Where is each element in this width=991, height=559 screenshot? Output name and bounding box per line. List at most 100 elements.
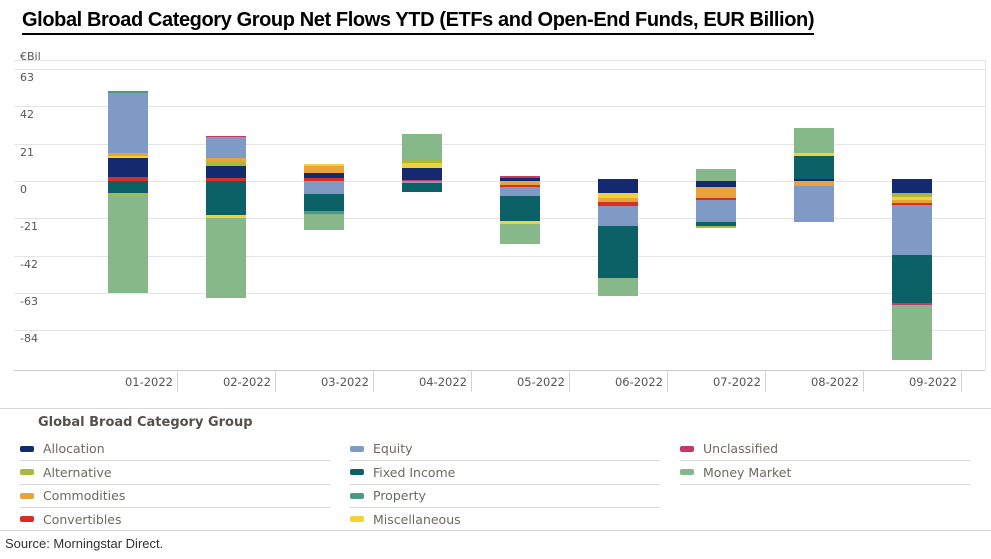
bar-segment-06-2022-miscellaneous[interactable] (598, 193, 638, 198)
bar-segment-01-2022-equity[interactable] (108, 92, 148, 154)
bar-segment-01-2022-miscellaneous[interactable] (108, 155, 148, 159)
bar-segment-09-2022-fixed-income[interactable] (892, 255, 932, 304)
bar-segment-04-2022-equity[interactable] (402, 181, 442, 183)
y-axis-tick-label: -63 (20, 294, 38, 308)
bar-segment-02-2022-convertibles[interactable] (206, 177, 246, 181)
bar-segment-07-2022-allocation[interactable] (696, 181, 736, 188)
legend-label: Convertibles (43, 511, 122, 527)
bar-segment-09-2022-money-market[interactable] (892, 304, 932, 361)
bar-segment-01-2022-property[interactable] (108, 91, 148, 93)
y-axis-tick-label: 21 (20, 145, 34, 159)
bar-segment-03-2022-fixed-income[interactable] (304, 193, 344, 212)
bar-segment-03-2022-property[interactable] (304, 211, 344, 215)
bar-segment-08-2022-miscellaneous[interactable] (794, 153, 834, 157)
legend-item-commodities: Commodities (20, 484, 330, 508)
bar-segment-07-2022-fixed-income[interactable] (696, 222, 736, 227)
x-axis-line (14, 370, 985, 371)
x-axis-tick (667, 370, 668, 392)
bar-segment-07-2022-alternative[interactable] (696, 226, 736, 229)
bar-segment-04-2022-alternative[interactable] (402, 159, 442, 163)
legend-label: Money Market (703, 464, 792, 480)
bar-segment-02-2022-fixed-income[interactable] (206, 181, 246, 215)
bar-segment-03-2022-miscellaneous[interactable] (304, 163, 344, 166)
bar-segment-06-2022-money-market[interactable] (598, 277, 638, 296)
y-axis-tick-label: -21 (20, 220, 38, 234)
bar-segment-01-2022-fixed-income[interactable] (108, 181, 148, 194)
bar-segment-09-2022-unclassified[interactable] (892, 303, 932, 305)
bar-segment-05-2022-equity[interactable] (500, 187, 540, 197)
bar-segment-06-2022-commodities[interactable] (598, 197, 638, 202)
bar-segment-05-2022-commodities[interactable] (500, 181, 540, 186)
bar-segment-09-2022-allocation[interactable] (892, 181, 932, 194)
bar-segment-08-2022-allocation[interactable] (794, 179, 834, 181)
bar-segment-02-2022-miscellaneous[interactable] (206, 214, 246, 218)
gridline--21 (14, 218, 985, 220)
bar-segment-03-2022-commodities[interactable] (304, 165, 344, 173)
x-axis-label-08-2022: 08-2022 (810, 375, 859, 389)
bar-segment-09-2022-miscellaneous[interactable] (892, 196, 932, 200)
x-axis-tick (373, 370, 374, 392)
bar-segment-08-2022-money-market[interactable] (794, 128, 834, 154)
bar-segment-03-2022-allocation[interactable] (304, 173, 344, 178)
bar-segment-04-2022-miscellaneous[interactable] (402, 162, 442, 168)
bar-segment-05-2022-miscellaneous[interactable] (500, 221, 540, 225)
x-axis-label-05-2022: 05-2022 (516, 375, 565, 389)
legend-label: Miscellaneous (373, 511, 461, 527)
equity-swatch-icon (350, 445, 364, 452)
bar-segment-02-2022-unclassified[interactable] (206, 135, 246, 138)
money-market-swatch-icon (680, 469, 694, 475)
source-top-rule (0, 530, 991, 531)
bar-segment-07-2022-convertibles[interactable] (696, 198, 736, 200)
bar-segment-04-2022-money-market[interactable] (402, 133, 442, 160)
y-axis-tick-label: 63 (20, 71, 34, 85)
property-swatch-icon (350, 492, 364, 499)
legend-label: Fixed Income (373, 464, 456, 480)
bar-segment-02-2022-alternative[interactable] (206, 162, 246, 167)
bar-segment-08-2022-fixed-income[interactable] (794, 156, 834, 180)
gridline-63 (14, 69, 985, 71)
bar-segment-08-2022-equity[interactable] (794, 185, 834, 223)
legend-label: Unclassified (703, 441, 779, 456)
bar-segment-06-2022-allocation[interactable] (598, 181, 638, 194)
bar-segment-09-2022-allocation[interactable] (892, 179, 932, 181)
bar-segment-05-2022-unclassified[interactable] (500, 176, 540, 178)
bar-segment-03-2022-convertibles[interactable] (304, 177, 344, 181)
bar-segment-09-2022-equity[interactable] (892, 204, 932, 256)
bar-segment-04-2022-unclassified[interactable] (402, 179, 442, 181)
bar-segment-09-2022-convertibles[interactable] (892, 203, 932, 205)
bar-segment-09-2022-alternative[interactable] (892, 193, 932, 197)
bar-segment-05-2022-fixed-income[interactable] (500, 196, 540, 222)
legend-label: Equity (373, 441, 413, 456)
bar-segment-09-2022-commodities[interactable] (892, 200, 932, 204)
bar-segment-02-2022-equity[interactable] (206, 137, 246, 159)
x-axis-label-06-2022: 06-2022 (614, 375, 663, 389)
bar-segment-01-2022-convertibles[interactable] (108, 177, 148, 181)
bar-segment-02-2022-allocation[interactable] (206, 166, 246, 178)
bar-segment-06-2022-convertibles[interactable] (598, 201, 638, 206)
bar-segment-01-2022-commodities[interactable] (108, 153, 148, 156)
x-axis-tick (863, 370, 864, 392)
bar-segment-05-2022-convertibles[interactable] (500, 185, 540, 188)
bar-segment-03-2022-equity[interactable] (304, 181, 344, 194)
bar-segment-01-2022-allocation[interactable] (108, 158, 148, 178)
bar-segment-07-2022-equity[interactable] (696, 200, 736, 223)
bar-segment-03-2022-money-market[interactable] (304, 214, 344, 231)
bar-segment-04-2022-fixed-income[interactable] (402, 182, 442, 192)
bar-segment-06-2022-allocation[interactable] (598, 179, 638, 181)
bar-segment-02-2022-commodities[interactable] (206, 158, 246, 163)
bar-segment-07-2022-commodities[interactable] (696, 187, 736, 199)
bar-segment-08-2022-commodities[interactable] (794, 181, 834, 186)
bar-segment-01-2022-money-market[interactable] (108, 195, 148, 293)
bar-segment-01-2022-alternative[interactable] (108, 193, 148, 196)
miscellaneous-swatch-icon (350, 516, 364, 522)
source-note: Source: Morningstar Direct. (5, 536, 164, 551)
bar-segment-05-2022-allocation[interactable] (500, 177, 540, 181)
bar-segment-07-2022-money-market[interactable] (696, 168, 736, 181)
bar-segment-05-2022-money-market[interactable] (500, 224, 540, 245)
chart-title: Global Broad Category Group Net Flows YT… (22, 9, 815, 35)
bar-segment-06-2022-fixed-income[interactable] (598, 225, 638, 278)
bar-segment-06-2022-equity[interactable] (598, 205, 638, 226)
bar-segment-04-2022-allocation[interactable] (402, 167, 442, 180)
alternative-swatch-icon (20, 469, 34, 475)
bar-segment-02-2022-money-market[interactable] (206, 217, 246, 298)
